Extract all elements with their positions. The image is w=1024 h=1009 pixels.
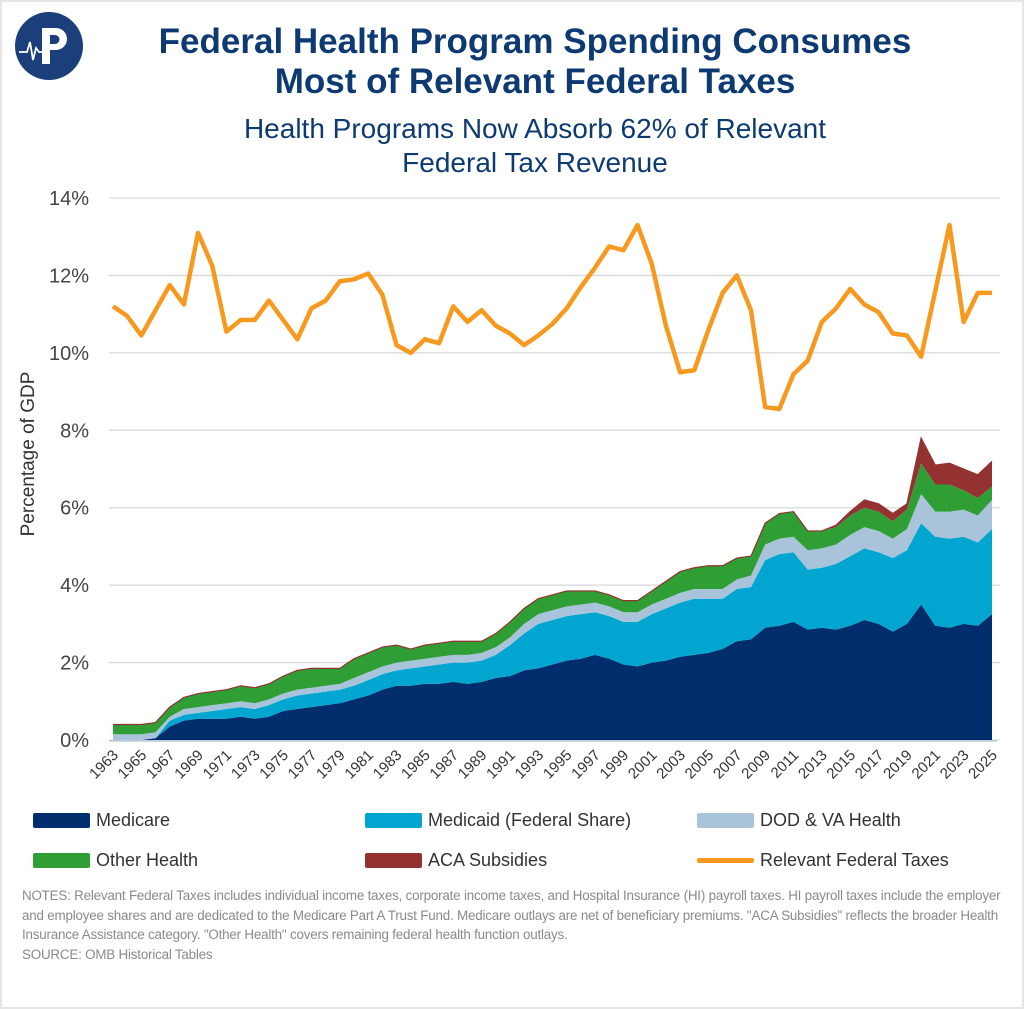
line-relevant-federal-taxes <box>111 222 992 412</box>
y-tick-label: 6% <box>60 498 89 520</box>
x-tick-label: 1969 <box>171 747 207 783</box>
source-text: SOURCE: OMB Historical Tables <box>22 946 213 962</box>
x-tick-label: 2009 <box>738 747 774 783</box>
x-tick-label: 2025 <box>965 747 1001 783</box>
legend-label: Other Health <box>96 850 199 870</box>
x-tick-label: 2005 <box>682 747 718 783</box>
notes-text: NOTES: Relevant Federal Taxes includes i… <box>22 888 1001 942</box>
x-tick-label: 2013 <box>795 747 831 783</box>
x-tick-label: 1973 <box>228 747 264 783</box>
subtitle-line-2: Federal Tax Revenue <box>402 147 668 178</box>
legend-item-medicaid: Medicaid (Federal Share) <box>365 810 631 831</box>
legend-item-dod-va: DOD & VA Health <box>697 810 901 831</box>
legend-swatch <box>33 853 90 868</box>
legend-label: ACA Subsidies <box>428 850 548 870</box>
subtitle-line-1: Health Programs Now Absorb 62% of Releva… <box>243 113 827 144</box>
x-tick-label: 1989 <box>455 747 491 783</box>
x-tick-label: 1987 <box>426 747 462 783</box>
legend-item-other-health: Other Health <box>33 850 198 871</box>
x-tick-label: 2019 <box>880 747 916 783</box>
area-medicare <box>113 604 992 740</box>
legend-label: Relevant Federal Taxes <box>760 850 949 870</box>
y-tick-label: 0% <box>60 730 89 752</box>
legend-item-medicare: Medicare <box>33 810 170 831</box>
y-axis-label: Percentage of GDP <box>18 372 39 537</box>
legend-swatch <box>365 853 422 868</box>
legend-swatch <box>33 813 90 828</box>
x-tick-label: 1971 <box>200 747 236 783</box>
x-tick-label: 1975 <box>256 747 292 783</box>
chart-svg: 0% 2% 4% 6% 8% 10% 12% 14% Percentage of GDP 1963… <box>18 188 1001 783</box>
x-tick-label: 1979 <box>313 747 349 783</box>
y-tick-label: 14% <box>49 188 89 210</box>
x-tick-label: 2023 <box>937 747 973 783</box>
legend-swatch <box>697 858 754 863</box>
legend-swatch <box>697 813 754 828</box>
x-tick-label: 2015 <box>823 747 859 783</box>
logo-icon <box>15 12 83 80</box>
y-tick-label: 12% <box>49 265 89 287</box>
x-tick-label: 2007 <box>710 747 746 783</box>
legend-item-taxes: Relevant Federal Taxes <box>697 850 949 871</box>
x-tick-label: 1999 <box>597 747 633 783</box>
legend-label: Medicaid (Federal Share) <box>428 810 632 830</box>
x-tick-label: 2017 <box>852 747 888 783</box>
x-tick-label: 1995 <box>540 747 576 783</box>
title-line-1: Federal Health Program Spending Consumes <box>158 22 912 61</box>
aca-top-edge <box>113 436 993 726</box>
y-tick-label: 10% <box>49 343 89 365</box>
x-tick-label: 1963 <box>86 747 122 783</box>
x-tick-label: 1967 <box>143 747 179 783</box>
y-tick-label: 4% <box>60 575 89 597</box>
area-other-health <box>113 463 992 735</box>
legend-label: DOD & VA Health <box>760 810 901 830</box>
x-tick-label: 1993 <box>512 747 548 783</box>
x-tick-label: 2003 <box>653 747 689 783</box>
area-dod-va-health <box>113 494 992 740</box>
legend-item-aca: ACA Subsidies <box>365 850 547 871</box>
x-tick-label: 1977 <box>285 747 321 783</box>
y-tick-label: 8% <box>60 420 89 442</box>
x-tick-label: 1981 <box>341 747 377 783</box>
legend-swatch <box>365 813 422 828</box>
x-tick-label: 1965 <box>115 747 151 783</box>
x-tick-label: 2001 <box>625 747 661 783</box>
x-tick-label: 2021 <box>908 747 944 783</box>
x-tick-label: 1983 <box>370 747 406 783</box>
legend-label: Medicare <box>96 810 171 830</box>
chart-title: Federal Health Program Spending Consumes… <box>82 22 988 102</box>
x-tick-label: 1991 <box>483 747 519 783</box>
title-line-2: Most of Relevant Federal Taxes <box>274 62 796 101</box>
area-medicaid-federal-share- <box>113 523 992 740</box>
x-tick-label: 1997 <box>568 747 604 783</box>
chart-subtitle: Health Programs Now Absorb 62% of Releva… <box>82 112 988 180</box>
y-tick-label: 2% <box>60 653 89 675</box>
x-tick-label: 1985 <box>398 747 434 783</box>
x-tick-label: 2011 <box>768 747 803 782</box>
notes: NOTES: Relevant Federal Taxes includes i… <box>22 886 1012 964</box>
